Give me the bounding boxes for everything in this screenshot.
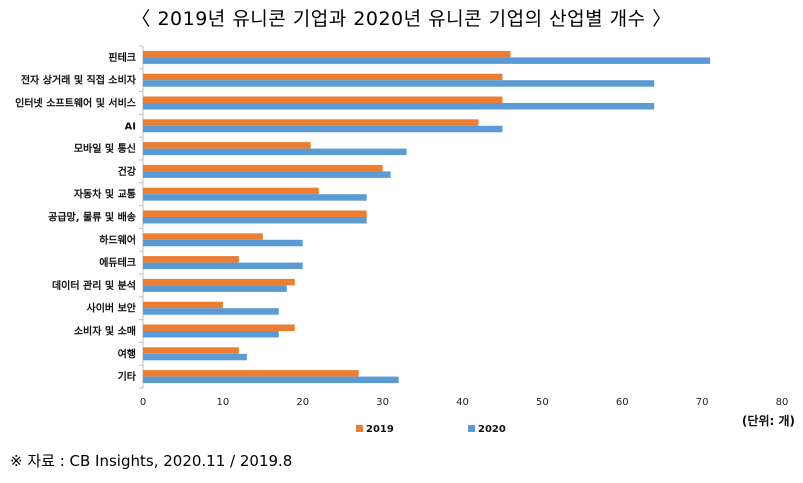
category-label: 사이버 보안 — [87, 302, 137, 315]
bar-2019 — [143, 73, 503, 81]
bar-2020 — [143, 262, 303, 270]
bar-2019 — [143, 210, 367, 217]
bar-2020 — [143, 125, 503, 133]
x-tick-label: 20 — [296, 397, 309, 408]
x-tick-label: 50 — [536, 397, 549, 408]
bar-2020 — [143, 376, 399, 384]
bar-2019 — [143, 119, 479, 126]
bar-2019 — [143, 50, 511, 58]
chart-title: 〈 2019년 유니콘 기업과 2020년 유니콘 기업의 산업별 개수 〉 — [131, 8, 672, 30]
x-tick-label: 40 — [456, 397, 469, 408]
bar-2019 — [143, 370, 359, 377]
bar-2020 — [143, 331, 279, 338]
bar-2019 — [143, 164, 383, 172]
bar-2020 — [143, 353, 247, 361]
unit-label: (단위: 개) — [742, 413, 795, 428]
category-label: 하드웨어 — [99, 233, 136, 246]
category-label: AI — [125, 121, 136, 132]
category-label: 에듀테크 — [99, 256, 136, 269]
legend-label-2020: 2020 — [478, 424, 506, 435]
bar-2020 — [143, 57, 711, 64]
bar-2019 — [143, 256, 239, 263]
category-label: 전자 상거래 및 직접 소비자 — [21, 74, 137, 87]
x-tick-label: 80 — [776, 397, 789, 408]
bar-2020 — [143, 171, 391, 178]
bar-2019 — [143, 187, 319, 195]
category-label: 기타 — [118, 370, 137, 383]
bar-2019 — [143, 324, 295, 331]
x-tick-label: 30 — [376, 397, 389, 408]
bar-2019 — [143, 278, 295, 286]
category-label: 데이터 관리 및 분석 — [52, 279, 136, 292]
category-label: 소비자 및 소매 — [74, 325, 136, 338]
bar-2019 — [143, 301, 223, 309]
category-label: 핀테크 — [108, 51, 136, 64]
x-tick-label: 60 — [616, 397, 629, 408]
bar-2020 — [143, 80, 655, 87]
bar-2019 — [143, 142, 311, 149]
category-label: 공급망, 물류 및 배송 — [48, 211, 136, 224]
bar-2020 — [143, 217, 367, 224]
category-label: 여행 — [118, 347, 136, 360]
legend-swatch-2020 — [468, 425, 475, 432]
bar-2019 — [143, 233, 263, 240]
x-tick-label: 10 — [217, 397, 230, 408]
legend-label-2019: 2019 — [366, 424, 394, 435]
source-note: ※ 자료 : CB Insights, 2020.11 / 2019.8 — [10, 452, 293, 470]
category-label: 자동차 및 교통 — [74, 188, 136, 201]
category-label: 인터넷 소프트웨어 및 서비스 — [15, 97, 136, 110]
category-label: 모바일 및 통신 — [74, 142, 136, 155]
legend-swatch-2019 — [356, 425, 363, 432]
bar-2020 — [143, 308, 279, 315]
bar-2020 — [143, 194, 367, 201]
bar-2020 — [143, 239, 303, 247]
bar-2020 — [143, 103, 655, 110]
bar-2020 — [143, 148, 407, 156]
x-tick-label: 70 — [696, 397, 709, 408]
bar-2019 — [143, 96, 503, 103]
x-tick-label: 0 — [140, 397, 146, 408]
bar-2019 — [143, 347, 239, 354]
category-label: 건강 — [118, 165, 137, 178]
bar-2020 — [143, 285, 287, 292]
